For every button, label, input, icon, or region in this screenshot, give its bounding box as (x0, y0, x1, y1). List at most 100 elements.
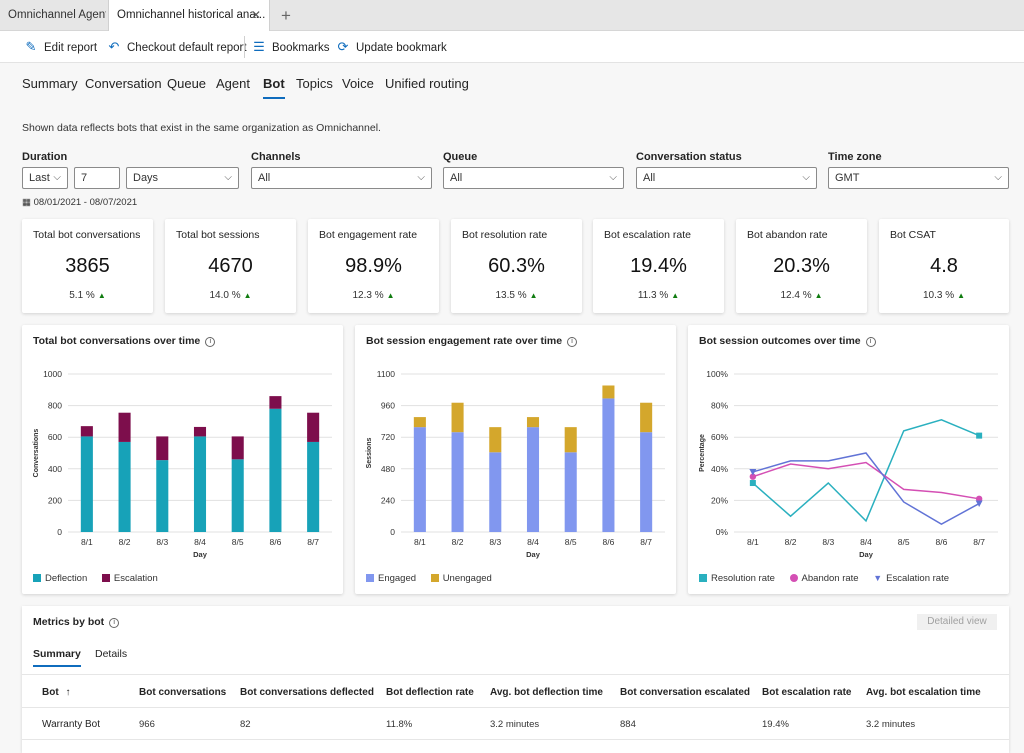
x-tick-label: 8/5 (232, 537, 244, 547)
chevron-down-icon: ⌵ (802, 172, 810, 183)
legend-swatch-engaged (366, 574, 374, 582)
up-arrow-icon: ▲ (957, 291, 966, 300)
duration-value-input[interactable]: 7 (74, 167, 120, 189)
kpi-delta: 5.1 % ▲ (22, 290, 153, 301)
duration-mode-select[interactable]: Last ⌵ (22, 167, 68, 189)
marker-square (749, 480, 756, 487)
col-header[interactable]: Bot escalation rate (762, 687, 852, 698)
chart-title: Bot session outcomes over time i (699, 335, 876, 347)
report-nav: Summary Conversation Queue Agent Bot Top… (0, 63, 1024, 103)
tab-unified-routing[interactable]: Unified routing (385, 76, 469, 91)
line-escalation-rate (752, 452, 980, 525)
update-bookmark-button[interactable]: ⟳ Update bookmark (336, 31, 447, 63)
duration-label: Duration (22, 151, 68, 163)
info-icon[interactable]: i (865, 337, 876, 347)
kpi-title: Bot engagement rate (319, 229, 418, 241)
x-tick-label: 8/2 (452, 537, 464, 547)
channels-select[interactable]: All ⌵ (251, 167, 432, 189)
bar-unengaged (413, 417, 426, 428)
channels-label: Channels (251, 151, 301, 163)
col-header-bot[interactable]: Bot ↑ (42, 687, 70, 698)
legend-swatch-escalation-rate: ▼ (873, 573, 883, 583)
bar-deflection (269, 408, 282, 532)
info-icon[interactable]: i (205, 337, 216, 347)
info-icon[interactable]: i (567, 337, 578, 347)
timezone-select[interactable]: GMT ⌵ (828, 167, 1009, 189)
tab-omnichannel-agent[interactable]: Omnichannel Agent (8, 9, 106, 21)
timezone-label: Time zone (828, 151, 882, 163)
kpi-title: Total bot sessions (176, 229, 260, 241)
kpi-value: 3865 (65, 255, 110, 277)
bar-deflection (156, 460, 169, 532)
kpi-delta: 11.3 % ▲ (593, 290, 724, 301)
col-header[interactable]: Avg. bot deflection time (490, 687, 603, 698)
col-header[interactable]: Avg. bot escalation time (866, 687, 981, 698)
legend-swatch-resolution (699, 574, 707, 582)
bar-engaged (413, 427, 426, 532)
duration-unit-select[interactable]: Days ⌵ (126, 167, 239, 189)
close-icon[interactable]: ✕ (250, 8, 261, 22)
y-tick-label: 20% (711, 495, 728, 505)
update-bookmark-label: Update bookmark (356, 42, 447, 54)
bar-engaged (640, 432, 653, 532)
info-icon[interactable]: i (109, 618, 120, 628)
x-tick-label: 8/1 (414, 537, 426, 547)
x-axis-label: Day (193, 550, 208, 559)
engagement-chart: 0 240 480 720 960 1100 8/1 8/2 8/3 8/4 8/5 8/6 8/7 Da… (366, 369, 665, 559)
checkout-default-report-button[interactable]: ↶ Checkout default report (107, 31, 247, 63)
y-tick-label: 200 (48, 495, 62, 505)
tab-bot[interactable]: Bot (263, 76, 285, 99)
duration-mode-value: Last (29, 172, 50, 184)
metrics-title-text: Metrics by bot (33, 616, 105, 628)
legend-swatch-escalation (101, 574, 110, 582)
detailed-view-button[interactable]: Detailed view (917, 614, 997, 630)
marker-circle (975, 495, 983, 503)
chart-title-text: Total bot conversations over time (33, 335, 201, 347)
bar-escalation (307, 412, 320, 442)
tab-queue[interactable]: Queue (167, 76, 207, 91)
queue-select[interactable]: All ⌵ (443, 167, 624, 189)
subtab-details[interactable]: Details (95, 648, 128, 660)
new-tab-icon[interactable]: + (281, 6, 291, 25)
kpi-delta-text: 10.3 % (922, 290, 955, 301)
bookmarks-button[interactable]: ☰ Bookmarks (252, 31, 329, 63)
up-arrow-icon: ▲ (529, 291, 538, 300)
legend-engaged: Engaged (378, 573, 417, 584)
y-tick-label: 1000 (43, 369, 62, 379)
col-header[interactable]: Bot conversations (139, 687, 227, 698)
bar-deflection (118, 441, 131, 532)
line-resolution-rate (752, 419, 980, 523)
edit-report-button[interactable]: ✎ Edit report (24, 31, 98, 63)
kpi-delta-text: 14.0 % (209, 290, 241, 301)
date-range: ▦ 08/01/2021 - 08/07/2021 (22, 197, 137, 208)
marker-circle (749, 473, 757, 480)
bar-escalation (269, 396, 282, 409)
subtab-summary[interactable]: Summary (33, 648, 81, 667)
conversation-status-select[interactable]: All ⌵ (636, 167, 817, 189)
y-axis-label: Percentage (699, 434, 706, 472)
kpi-card: Bot resolution rate 60.3% 13.5 % ▲ (451, 219, 582, 313)
kpi-title: Bot CSAT (890, 229, 936, 241)
col-header[interactable]: Bot conversation escalated (620, 687, 751, 698)
y-tick-label: 600 (48, 432, 62, 442)
tab-voice[interactable]: Voice (342, 76, 374, 91)
kpi-delta: 12.4 % ▲ (736, 290, 867, 301)
tab-agent[interactable]: Agent (216, 76, 250, 91)
x-tick-label: 8/6 (936, 537, 948, 547)
table-cell: 11.8% (386, 719, 413, 730)
tab-summary[interactable]: Summary (22, 76, 78, 91)
x-tick-label: 8/4 (860, 537, 872, 547)
tab-historical-analytics[interactable]: Omnichannel historical ana... ✕ (108, 0, 270, 31)
x-tick-label: 8/3 (156, 537, 168, 547)
kpi-delta: 10.3 % ▲ (879, 290, 1009, 301)
kpi-card: Bot abandon rate 20.3% 12.4 % ▲ (736, 219, 867, 313)
kpi-card: Bot CSAT 4.8 10.3 % ▲ (879, 219, 1009, 313)
col-header[interactable]: Bot conversations deflected (240, 687, 374, 698)
col-header-bot-text: Bot (42, 687, 59, 698)
tab-conversation[interactable]: Conversation (85, 76, 162, 91)
kpi-delta-text: 11.3 % (637, 290, 669, 301)
col-header[interactable]: Bot deflection rate (386, 687, 474, 698)
table-cell: Warranty Bot (42, 719, 100, 730)
kpi-value: 20.3% (773, 255, 830, 277)
tab-topics[interactable]: Topics (296, 76, 333, 91)
